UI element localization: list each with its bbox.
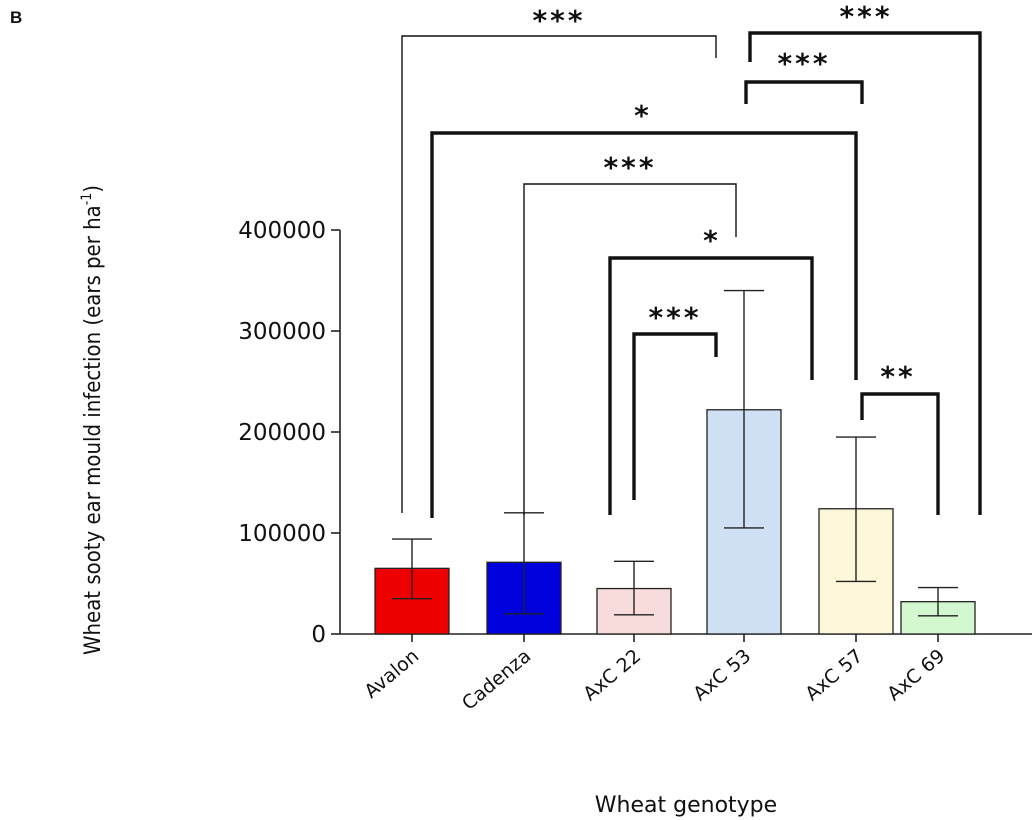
y-tick-label: 400000	[238, 218, 326, 244]
significance-bracket	[523, 183, 737, 515]
y-tick-label: 100000	[238, 521, 326, 547]
significance-label: ***	[778, 47, 831, 80]
significance-label: *	[703, 224, 721, 257]
significance-brackets: *** ****************	[401, 0, 982, 518]
y-axis-title-sup: -1	[79, 193, 95, 206]
significance-bracket	[608, 256, 814, 515]
panel-label: B	[10, 8, 23, 27]
significance-label: ***	[840, 0, 893, 33]
significance-bracket	[748, 31, 982, 515]
y-axis-title: Wheat sooty ear mould infection (ears pe…	[79, 185, 106, 655]
error-bars	[392, 289, 958, 617]
y-tick-label: 200000	[238, 420, 326, 446]
y-tick-label: 300000	[238, 319, 326, 345]
significance-label: **	[880, 360, 915, 393]
x-axis: Avalon Cadenza AxC 22 AxC 53 AxC 57 AxC 69	[340, 633, 1032, 715]
x-tick-label: AxC 69	[883, 645, 949, 705]
bars	[374, 409, 976, 635]
x-tick-label: Cadenza	[458, 645, 535, 715]
y-axis-title-main: Wheat sooty ear mould infection (ears pe…	[81, 205, 106, 655]
x-tick-label: AxC 57	[801, 645, 867, 705]
y-axis: 0 100000 200000 300000 400000	[238, 218, 341, 648]
significance-bracket	[744, 80, 864, 104]
significance-bracket	[860, 392, 940, 515]
x-tick-label: AxC 53	[689, 645, 755, 705]
x-tick-label: AxC 22	[579, 645, 645, 705]
significance-label: *	[634, 99, 652, 132]
y-axis-title-end: )	[81, 185, 106, 193]
significance-label: ***	[649, 301, 702, 334]
y-tick-label: 0	[311, 622, 326, 648]
significance-bracket	[632, 332, 718, 500]
significance-bracket	[401, 35, 717, 513]
significance-label: ***	[533, 4, 586, 37]
significance-label: ***	[604, 151, 657, 184]
x-tick-label: Avalon	[360, 645, 423, 703]
x-axis-title: Wheat genotype	[595, 793, 777, 818]
significance-bracket	[430, 131, 858, 518]
